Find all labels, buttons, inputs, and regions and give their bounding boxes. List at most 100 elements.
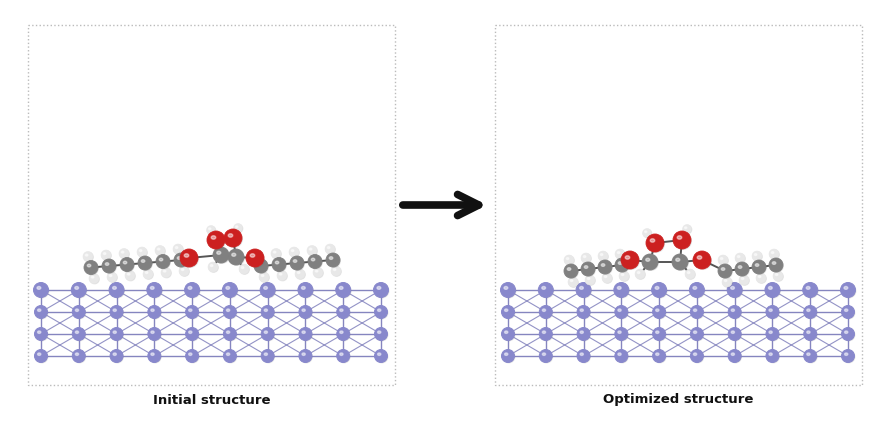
Ellipse shape [210,265,213,267]
Ellipse shape [755,254,756,256]
Circle shape [770,250,780,259]
Circle shape [261,306,274,319]
Circle shape [290,256,304,270]
Ellipse shape [732,331,734,333]
Ellipse shape [684,227,687,229]
Ellipse shape [110,275,112,276]
Circle shape [598,260,612,274]
Ellipse shape [758,276,761,278]
Circle shape [691,329,704,341]
Ellipse shape [378,331,380,333]
Circle shape [208,226,216,235]
Circle shape [224,306,236,319]
Circle shape [583,263,595,276]
Ellipse shape [722,268,724,271]
Circle shape [541,329,552,341]
Ellipse shape [275,261,279,264]
Circle shape [225,329,237,341]
Ellipse shape [806,287,810,289]
Circle shape [248,251,265,268]
Circle shape [600,261,612,274]
Circle shape [842,284,855,298]
Circle shape [225,231,242,247]
Circle shape [110,349,123,362]
Circle shape [300,329,312,341]
Circle shape [225,307,237,319]
Circle shape [774,272,783,281]
Circle shape [184,282,200,298]
Ellipse shape [76,331,78,333]
Ellipse shape [226,309,230,311]
Circle shape [683,225,691,233]
Circle shape [614,282,629,298]
Circle shape [841,349,854,362]
Circle shape [578,351,591,363]
Circle shape [208,233,225,249]
Circle shape [326,245,335,254]
Circle shape [616,284,629,298]
Circle shape [617,329,628,341]
Ellipse shape [656,331,659,333]
Ellipse shape [250,254,255,257]
Circle shape [272,257,286,271]
Circle shape [300,307,312,319]
Circle shape [617,307,628,319]
Circle shape [331,266,341,276]
Circle shape [338,329,350,341]
Ellipse shape [105,263,109,265]
Circle shape [674,233,691,249]
Circle shape [119,249,129,259]
Ellipse shape [580,331,584,333]
Ellipse shape [37,331,41,333]
Circle shape [643,230,651,238]
Ellipse shape [274,251,276,253]
Ellipse shape [333,269,336,271]
Ellipse shape [617,287,621,289]
Circle shape [757,274,766,283]
Ellipse shape [76,309,78,311]
Circle shape [621,251,639,269]
Circle shape [261,349,274,362]
Circle shape [577,349,590,362]
Circle shape [291,257,305,270]
Ellipse shape [309,248,312,250]
Circle shape [332,267,341,276]
Circle shape [143,269,153,279]
Circle shape [617,260,629,272]
Ellipse shape [580,353,584,355]
Ellipse shape [265,309,267,311]
Circle shape [84,252,94,262]
Circle shape [187,329,199,341]
Circle shape [719,256,728,265]
Circle shape [620,272,629,281]
Circle shape [727,282,742,298]
Circle shape [299,327,312,341]
Ellipse shape [315,270,318,272]
Ellipse shape [113,353,117,355]
Circle shape [187,351,199,363]
Circle shape [691,351,704,363]
Circle shape [805,307,817,319]
Ellipse shape [184,254,189,257]
Ellipse shape [769,353,772,355]
Circle shape [375,284,388,298]
Circle shape [773,271,783,281]
Circle shape [843,329,854,341]
Circle shape [602,273,612,283]
Circle shape [503,351,515,363]
Circle shape [651,282,666,298]
Circle shape [586,276,595,285]
Circle shape [148,327,161,341]
Ellipse shape [845,353,848,355]
Ellipse shape [311,258,315,261]
Ellipse shape [579,287,584,289]
Circle shape [752,251,762,261]
Circle shape [208,262,218,272]
Circle shape [35,327,47,341]
Circle shape [673,231,691,249]
Circle shape [253,250,263,260]
Ellipse shape [377,287,380,289]
Circle shape [295,269,305,279]
Ellipse shape [738,256,740,257]
Circle shape [374,327,388,341]
